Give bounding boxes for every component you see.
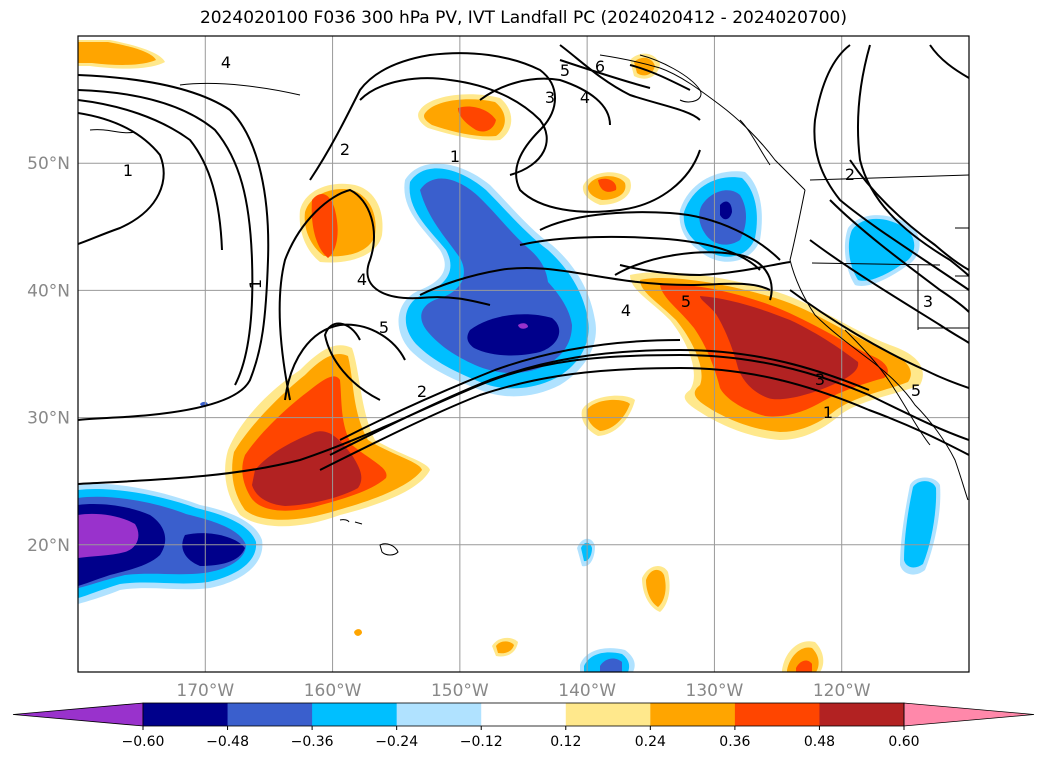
colorbar-tick-label: −0.36 xyxy=(291,734,334,750)
contour-label: 6 xyxy=(595,57,605,76)
contour-lines xyxy=(78,44,969,485)
colorbar-swatch xyxy=(819,703,905,726)
colorbar-tick-label: −0.48 xyxy=(206,734,249,750)
contour-label: 2 xyxy=(340,140,350,159)
colorbar-swatch xyxy=(143,703,229,726)
contour-label: 4 xyxy=(621,301,631,320)
contour-label: 5 xyxy=(560,61,570,80)
colorbar-swatch xyxy=(312,703,398,726)
colorbar-swatch xyxy=(227,703,313,726)
contour-label: 1 xyxy=(823,403,833,422)
longitude-tick-label: 130°W xyxy=(686,681,744,701)
colorbar-swatch xyxy=(650,703,736,726)
contour-label: 1 xyxy=(450,147,460,166)
latitude-tick-label: 50°N xyxy=(27,154,70,174)
shaded-field xyxy=(78,40,941,672)
map-title: 2024020100 F036 300 hPa PV, IVT Landfall… xyxy=(199,8,847,28)
colorbar-extend-high xyxy=(903,702,1035,727)
colorbar-tick-label: 0.36 xyxy=(719,734,750,750)
colorbar-frame xyxy=(142,702,905,727)
contour-label: 3 xyxy=(545,88,555,107)
colorbar-extend-low xyxy=(12,702,144,727)
plot-frame xyxy=(77,35,970,673)
latitude-tick-label: 30°N xyxy=(27,409,70,429)
longitude-tick-label: 160°W xyxy=(304,681,362,701)
longitude-tick-label: 150°W xyxy=(431,681,489,701)
contour-label: 4 xyxy=(357,270,367,289)
colorbar-tick-label: 0.24 xyxy=(635,734,666,750)
longitude-tick-label: 120°W xyxy=(813,681,871,701)
colorbar-tick-label: 0.12 xyxy=(550,734,581,750)
contour-label: 4 xyxy=(221,53,231,72)
contour-label: 5 xyxy=(379,318,389,337)
contour-label: 2 xyxy=(845,165,855,184)
contour-label: 5 xyxy=(911,381,921,400)
colorbar-swatch xyxy=(396,703,482,726)
colorbar-tick-label: −0.60 xyxy=(122,734,165,750)
colorbar-tick-label: 0.48 xyxy=(804,734,835,750)
colorbar-swatch xyxy=(734,703,820,726)
latitude-tick-label: 20°N xyxy=(27,536,70,556)
latitude-tick-label: 40°N xyxy=(27,281,70,301)
colorbar-tick-label: −0.24 xyxy=(375,734,418,750)
longitude-tick-label: 140°W xyxy=(558,681,616,701)
colorbar-swatch xyxy=(565,703,651,726)
contour-label: 1 xyxy=(123,161,133,180)
longitude-tick-label: 170°W xyxy=(176,681,234,701)
contour-label: 4 xyxy=(580,88,590,107)
contour-labels: 1 1 1 1 2 2 2 3 3 3 4 4 4 4 5 5 5 5 6 xyxy=(123,53,933,422)
contour-label: 2 xyxy=(417,382,427,401)
colorbar: −0.60 −0.48 −0.36 −0.24 −0.12 0.12 0.24 0.36 0.4… xyxy=(12,702,1035,750)
contour-label: 3 xyxy=(815,370,825,389)
contour-label: 1 xyxy=(246,279,265,289)
longitude-labels: 170°W 160°W 150°W 140°W 130°W 120°W xyxy=(176,681,870,701)
graticule xyxy=(78,36,969,672)
contour-label: 3 xyxy=(923,292,933,311)
latitude-labels: 20°N 30°N 40°N 50°N xyxy=(27,154,70,556)
contour-label: 5 xyxy=(681,292,691,311)
colorbar-swatch xyxy=(481,703,567,726)
colorbar-tick-label: 0.60 xyxy=(888,734,919,750)
colorbar-tick-label: −0.12 xyxy=(460,734,503,750)
